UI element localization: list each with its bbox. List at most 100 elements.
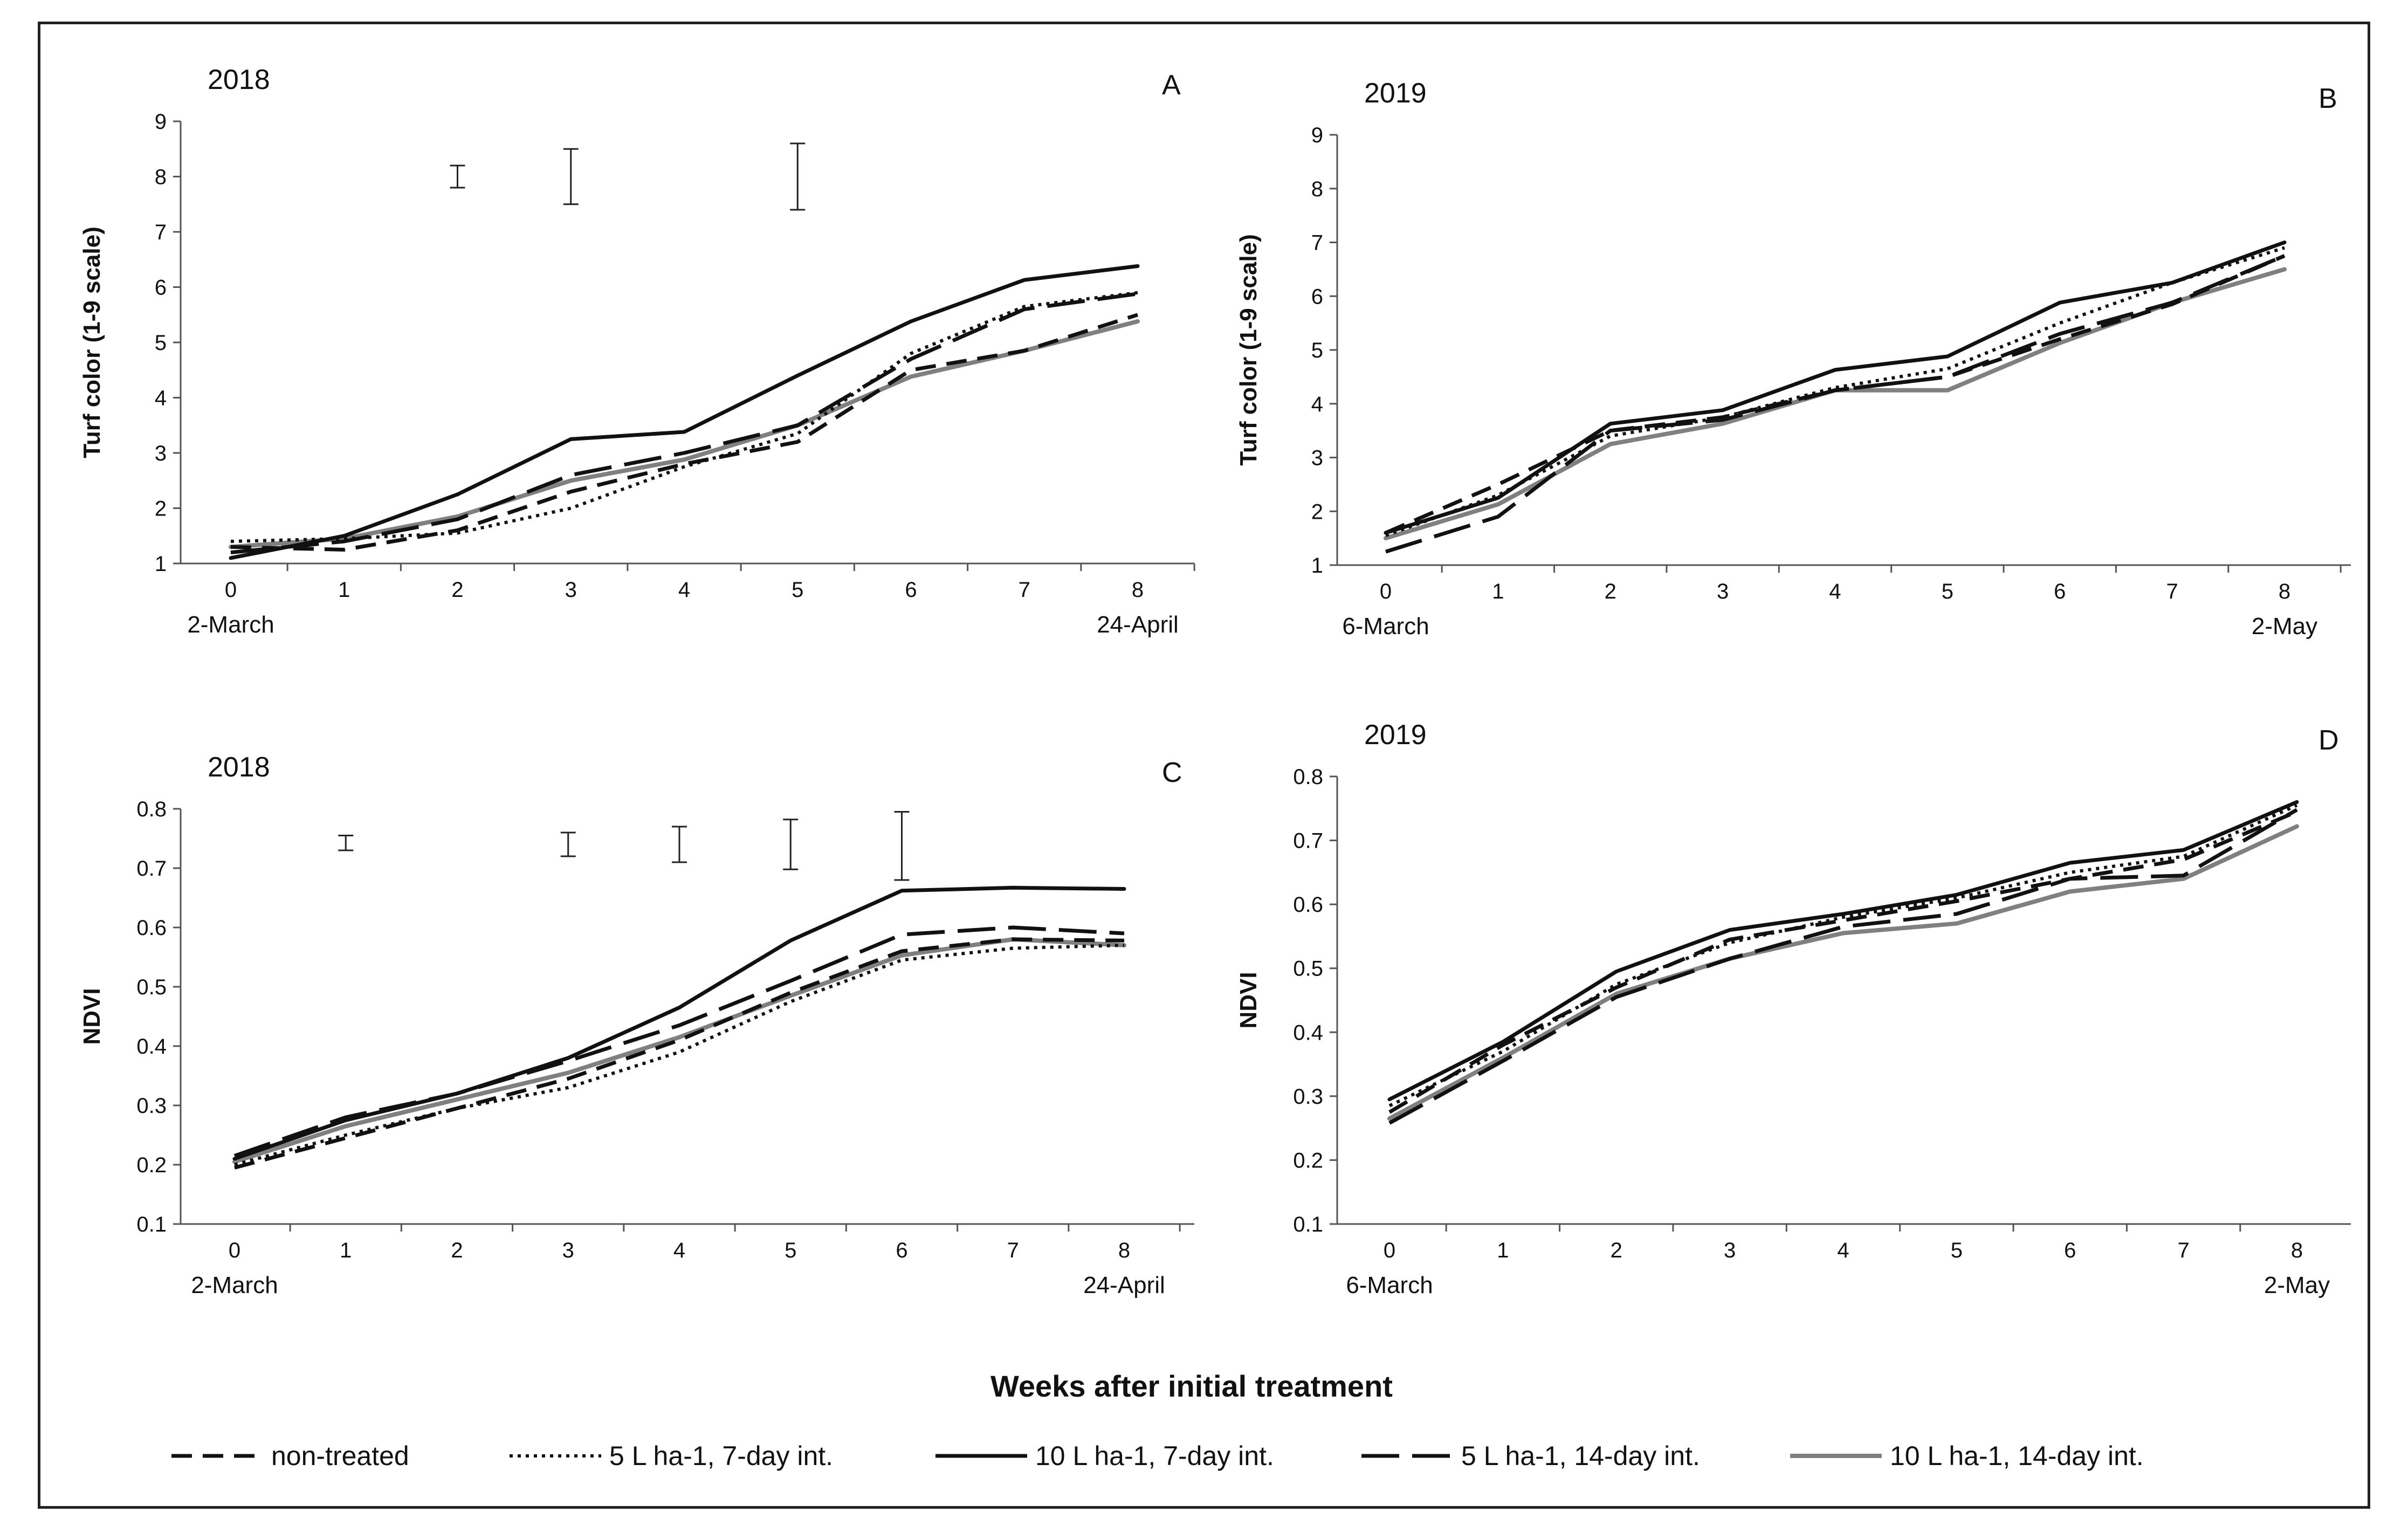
series-line-5-l-ha-1-7-day-int-: [230, 291, 1138, 543]
y-tick-label: 5: [1311, 339, 1323, 362]
series-line-non-treated: [1388, 809, 2298, 1114]
x-end-date-label: 2-May: [2264, 1272, 2330, 1298]
x-tick-label: 1: [340, 1239, 352, 1262]
y-tick-label: 0.5: [136, 975, 167, 999]
y-tick-label: 4: [1311, 393, 1323, 416]
y-tick-label: 0.7: [1293, 829, 1323, 853]
x-tick-label: 7: [1019, 578, 1030, 602]
x-tick-label: 8: [2291, 1239, 2303, 1262]
x-tick-label: 1: [338, 578, 350, 602]
y-tick-label: 0.8: [1293, 765, 1323, 789]
x-tick-label: 8: [2279, 580, 2290, 603]
series-line-10-l-ha-1-7-day-int-: [232, 885, 1126, 1161]
x-tick-label: 4: [678, 578, 690, 602]
y-tick-label: 8: [1311, 177, 1323, 201]
x-tick-label: 8: [1132, 578, 1144, 602]
error-bar: [894, 811, 910, 881]
panel-year-label: 2018: [208, 752, 270, 783]
y-tick-label: 7: [155, 221, 167, 244]
x-end-date-label: 2-May: [2252, 613, 2317, 640]
legend-item: 5 L ha-1, 7-day int.: [510, 1441, 833, 1471]
y-tick-label: 0.1: [136, 1213, 167, 1236]
x-tick-label: 1: [1492, 580, 1504, 603]
series-line-5-l-ha-1-14-day-int-: [230, 292, 1138, 554]
legend-label: 10 L ha-1, 14-day int.: [1890, 1441, 2144, 1471]
error-bar: [450, 164, 465, 189]
y-axis-title: Turf color (1-9 scale): [1235, 234, 1262, 466]
x-tick-label: 3: [1724, 1239, 1736, 1262]
legend-item: 10 L ha-1, 14-day int.: [1790, 1441, 2144, 1471]
y-tick-label: 0.6: [136, 916, 167, 940]
chart-panels: 1 2 3 4 5 6 7 8 9 0 1 2 3 4 5 6 7 8 2-March 24-April Turf co…: [79, 64, 2351, 1298]
x-tick-label: 6: [2064, 1239, 2076, 1262]
x-tick-label: 0: [225, 578, 237, 602]
x-tick-label: 7: [2178, 1239, 2190, 1262]
x-tick-label: 4: [1837, 1239, 1849, 1262]
error-bar: [790, 142, 806, 211]
error-bar: [783, 819, 799, 870]
x-tick-label: 2: [451, 1239, 463, 1262]
x-tick-label: 8: [1118, 1239, 1130, 1262]
chart-panel-b: 1 2 3 4 5 6 7 8 9 0 1 2 3 4 5 6 7 8 6-March 2-May Turf color…: [1235, 78, 2351, 640]
panel-letter: A: [1162, 70, 1181, 101]
panel-year-label: 2019: [1364, 719, 1427, 751]
series-line-non-treated: [230, 313, 1139, 552]
y-tick-label: 5: [155, 331, 167, 355]
series-line-non-treated: [234, 937, 1125, 1170]
y-tick-label: 8: [155, 166, 167, 189]
y-tick-label: 0.2: [136, 1153, 167, 1177]
series-line-5-l-ha-1-7-day-int-: [1388, 803, 2298, 1108]
series-line-5-l-ha-1-14-day-int-: [233, 925, 1125, 1158]
x-tick-label: 6: [896, 1239, 907, 1262]
x-tick-label: 4: [1829, 580, 1841, 603]
x-tick-label: 2: [451, 578, 463, 602]
legend-label: 5 L ha-1, 14-day int.: [1461, 1441, 1700, 1471]
y-tick-label: 1: [155, 552, 167, 576]
y-axis-title: NDVI: [1235, 972, 1262, 1028]
y-tick-label: 0.2: [1293, 1149, 1323, 1172]
y-tick-label: 3: [1311, 446, 1323, 470]
series-line-10-l-ha-1-7-day-int-: [1384, 240, 2287, 535]
y-tick-label: 0.7: [136, 857, 167, 881]
x-tick-label: 3: [1717, 580, 1729, 603]
y-tick-label: 7: [1311, 231, 1323, 255]
y-tick-label: 6: [1311, 285, 1323, 308]
x-tick-label: 1: [1497, 1239, 1509, 1262]
y-tick-label: 0.4: [1293, 1021, 1323, 1044]
series-line-5-l-ha-1-14-day-int-: [1388, 808, 2298, 1125]
panel-year-label: 2018: [208, 64, 270, 95]
panel-letter: C: [1162, 757, 1182, 788]
series-line-10-l-ha-1-14-day-int-: [229, 319, 1140, 549]
x-end-date-label: 24-April: [1097, 611, 1179, 638]
series-line-10-l-ha-1-7-day-int-: [1387, 800, 2299, 1102]
x-start-date-label: 2-March: [191, 1272, 278, 1298]
x-tick-label: 7: [1007, 1239, 1019, 1262]
y-axis-title: NDVI: [79, 988, 105, 1044]
x-end-date-label: 24-April: [1083, 1272, 1165, 1298]
series-line-5-l-ha-1-14-day-int-: [1385, 254, 2286, 554]
error-bar: [672, 826, 687, 863]
x-tick-label: 3: [565, 578, 577, 602]
x-start-date-label: 2-March: [187, 611, 274, 638]
legend-item: 10 L ha-1, 7-day int.: [935, 1441, 1274, 1471]
legend-label: 10 L ha-1, 7-day int.: [1035, 1441, 1274, 1471]
series-line-10-l-ha-1-7-day-int-: [229, 264, 1140, 560]
y-tick-label: 0.4: [136, 1035, 167, 1058]
panel-year-label: 2019: [1364, 78, 1427, 109]
y-tick-label: 3: [155, 442, 167, 465]
chart-panel-d: 0.1 0.2 0.3 0.4 0.5 0.6 0.7 0.8 0 1 2 3 4 5 6 7 8 6-March…: [1235, 719, 2351, 1298]
x-start-date-label: 6-March: [1342, 613, 1429, 640]
y-axis-title: Turf color (1-9 scale): [79, 226, 105, 458]
x-tick-label: 2: [1611, 1239, 1622, 1262]
y-tick-label: 2: [155, 497, 167, 521]
y-tick-label: 0.3: [1293, 1085, 1323, 1109]
x-tick-label: 5: [785, 1239, 796, 1262]
y-tick-label: 0.5: [1293, 957, 1323, 981]
x-tick-label: 5: [1942, 580, 1953, 603]
x-tick-label: 2: [1605, 580, 1616, 603]
y-tick-label: 0.6: [1293, 893, 1323, 917]
y-tick-label: 4: [155, 387, 167, 410]
x-start-date-label: 6-March: [1346, 1272, 1433, 1298]
